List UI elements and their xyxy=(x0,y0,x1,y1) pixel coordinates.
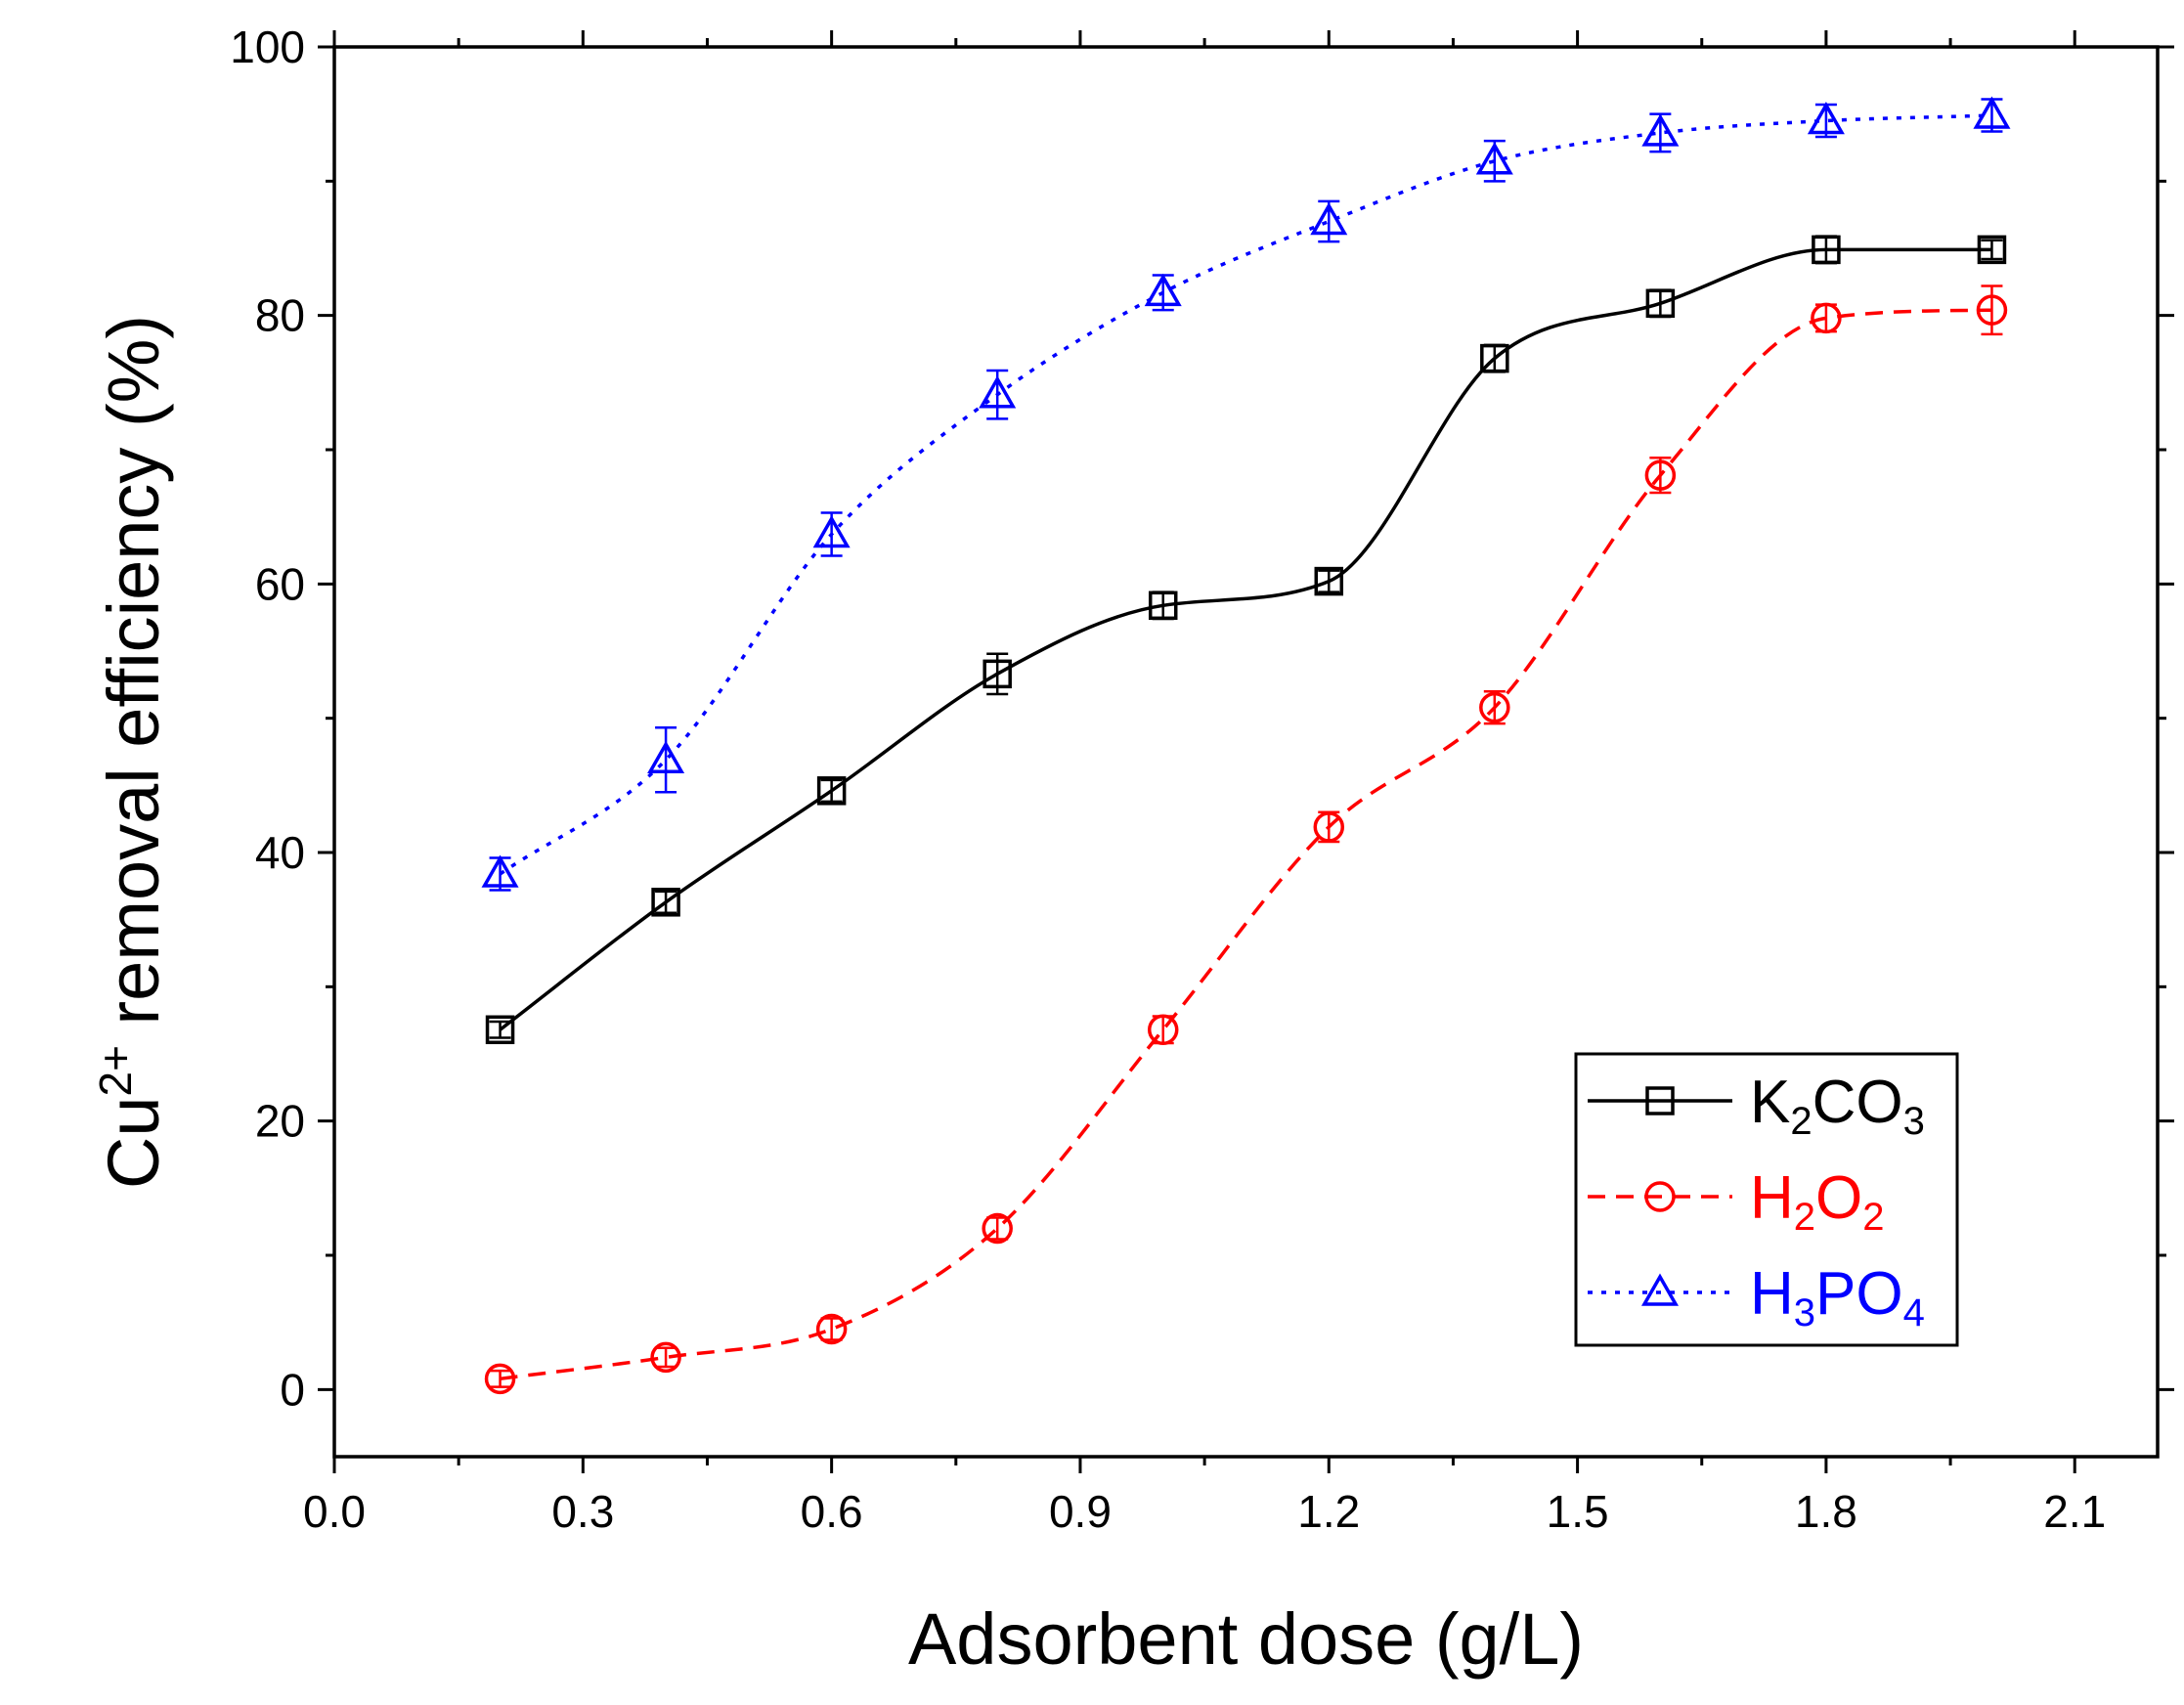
x-tick-label: 0.6 xyxy=(801,1486,863,1537)
series-h2o2 xyxy=(484,284,2008,1395)
x-tick-label: 1.2 xyxy=(1297,1486,1360,1537)
error-bar xyxy=(1483,689,1506,725)
x-tick-label: 0.0 xyxy=(303,1486,366,1537)
data-point-h3po4 xyxy=(1144,273,1182,307)
data-point-k2co3 xyxy=(485,1015,515,1045)
error-bar xyxy=(820,778,843,804)
legend-entry-h2o2: H2O2 xyxy=(1588,1164,1885,1239)
legend-box xyxy=(1574,1052,1959,1347)
axis-layer: 0.0 0.3 0.6 0.9 1.2 1.5 1.8 2.1 0 20 40 60 80 100 xyxy=(230,22,2174,1537)
x-tick-label: 1.8 xyxy=(1795,1486,1857,1537)
data-point-k2co3 xyxy=(1645,288,1676,319)
series-line-k2co3 xyxy=(499,247,1992,1031)
data-point-h2o2 xyxy=(1811,302,1842,334)
data-point-h2o2 xyxy=(484,1363,516,1395)
y-tick-label: 0 xyxy=(280,1364,305,1415)
data-point-k2co3 xyxy=(1314,566,1344,596)
x-tick-label: 0.9 xyxy=(1049,1486,1112,1537)
data-point-h2o2 xyxy=(1644,459,1677,491)
data-point-h2o2 xyxy=(1147,1014,1179,1046)
legend-marker-k2co3 xyxy=(1645,1086,1675,1115)
error-bar xyxy=(1318,569,1340,593)
x-tick-label: 0.3 xyxy=(551,1486,614,1537)
legend-entry-k2co3: K2CO3 xyxy=(1588,1069,1925,1143)
legend-marker-h3po4 xyxy=(1640,1273,1680,1306)
data-point-h2o2 xyxy=(815,1313,848,1345)
data-point-h3po4 xyxy=(1641,113,1680,147)
x-tick-label: 2.1 xyxy=(2043,1486,2106,1537)
data-point-h3po4 xyxy=(481,854,519,888)
data-point-h3po4 xyxy=(1973,96,2011,129)
data-point-k2co3 xyxy=(983,659,1012,689)
error-bar xyxy=(1981,284,2003,336)
plot-frame xyxy=(332,45,2160,1459)
y-tick-label: 20 xyxy=(255,1096,305,1147)
data-point-h3po4 xyxy=(979,375,1017,409)
legend: K2CO3 H2O2 H3PO4 xyxy=(1574,1052,1959,1347)
y-axis-title: Cu2+ removal efficiency (%) xyxy=(90,315,174,1189)
data-point-h3po4 xyxy=(1807,102,1845,135)
error-bar xyxy=(1981,239,2003,261)
data-point-k2co3 xyxy=(651,888,680,917)
data-point-h3po4 xyxy=(1475,142,1513,175)
error-bar xyxy=(489,1369,511,1388)
legend-label-h3po4: H3PO4 xyxy=(1750,1260,1925,1334)
data-point-k2co3 xyxy=(1977,235,2007,265)
data-point-h2o2 xyxy=(1976,294,2008,326)
y-tick-label: 60 xyxy=(255,558,305,609)
data-point-h2o2 xyxy=(1479,691,1510,723)
error-bar xyxy=(655,1346,677,1369)
series-h3po4 xyxy=(481,96,2011,892)
y-tick-label: 40 xyxy=(255,827,305,878)
data-point-k2co3 xyxy=(1812,235,1841,265)
legend-label-k2co3: K2CO3 xyxy=(1750,1069,1925,1143)
legend-label-h2o2: H2O2 xyxy=(1750,1164,1885,1239)
error-bar xyxy=(655,890,677,915)
series-k2co3 xyxy=(485,235,2007,1045)
data-point-k2co3 xyxy=(1148,590,1178,621)
series-line-h2o2 xyxy=(500,308,1992,1381)
data-point-h2o2 xyxy=(1313,811,1345,843)
legend-marker-h2o2 xyxy=(1644,1181,1676,1212)
error-bar xyxy=(489,1020,511,1039)
series-layer xyxy=(481,96,2011,1395)
x-tick-label: 1.5 xyxy=(1547,1486,1609,1537)
error-bar xyxy=(1649,456,1672,495)
data-point-h2o2 xyxy=(982,1212,1013,1245)
data-point-h3po4 xyxy=(812,514,851,548)
data-point-h3po4 xyxy=(1310,202,1348,236)
y-tick-label: 100 xyxy=(230,22,305,72)
x-axis-title: Adsorbent dose (g/L) xyxy=(908,1598,1584,1680)
data-point-k2co3 xyxy=(816,776,847,806)
data-point-h2o2 xyxy=(650,1341,681,1374)
data-point-k2co3 xyxy=(1480,343,1509,373)
data-point-h3po4 xyxy=(647,740,685,773)
legend-entry-h3po4: H3PO4 xyxy=(1588,1260,1925,1334)
error-bar xyxy=(655,726,677,794)
axis-titles: Adsorbent dose (g/L) Cu2+ removal efficie… xyxy=(90,315,1584,1680)
y-tick-label: 80 xyxy=(255,290,305,341)
